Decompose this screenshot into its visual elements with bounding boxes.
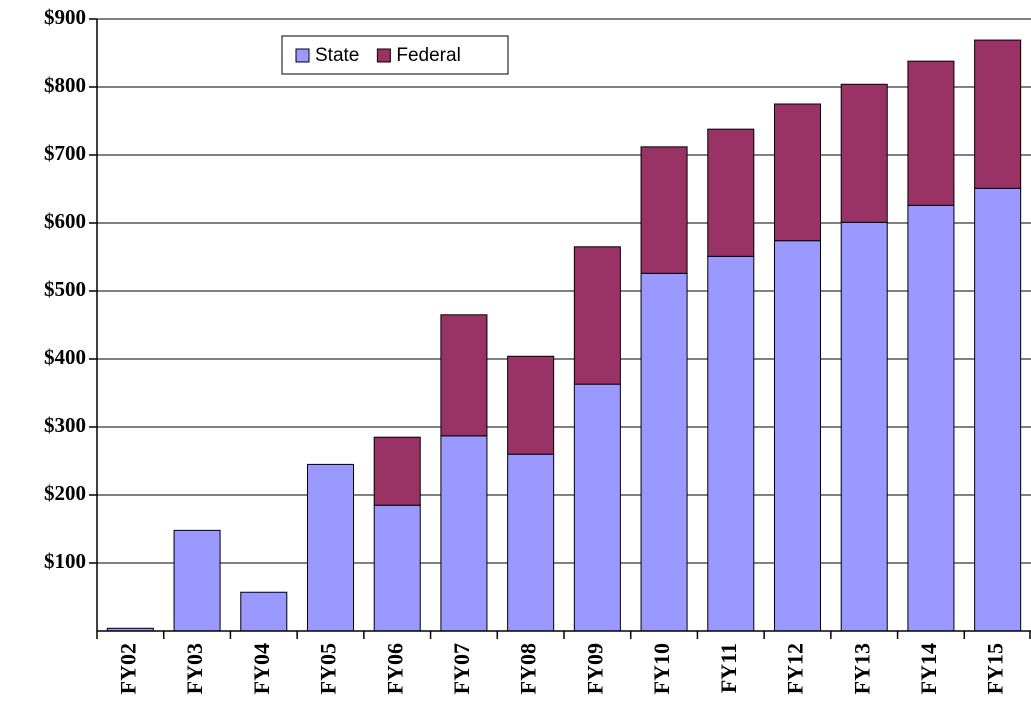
x-tick-label: FY05 bbox=[316, 643, 341, 694]
y-tick-label: $300 bbox=[44, 413, 86, 437]
y-tick-label: $200 bbox=[44, 481, 86, 505]
y-tick-label: $100 bbox=[44, 549, 86, 573]
bar-segment bbox=[974, 187, 1022, 632]
legend-label: State bbox=[315, 45, 359, 66]
bar-segment bbox=[707, 128, 755, 257]
x-tick-label: FY04 bbox=[249, 643, 274, 694]
bar-segment bbox=[640, 146, 688, 274]
bar-segment bbox=[773, 240, 822, 632]
bar-segment bbox=[507, 355, 555, 455]
x-tick-label: FY11 bbox=[716, 643, 741, 693]
bar-segment bbox=[707, 255, 755, 632]
x-tick-label: FY09 bbox=[582, 643, 607, 694]
x-tick-label: FY02 bbox=[115, 643, 140, 694]
x-tick-label: FY03 bbox=[182, 643, 207, 694]
bar-segment bbox=[373, 504, 421, 632]
x-tick-label: FY13 bbox=[849, 643, 874, 694]
legend: State Federal bbox=[281, 35, 509, 75]
x-tick-label: FY14 bbox=[916, 643, 941, 694]
bar-segment bbox=[974, 39, 1022, 189]
legend-swatch bbox=[376, 48, 391, 63]
x-tick-label: FY07 bbox=[449, 643, 474, 694]
bar-segment bbox=[573, 246, 621, 385]
y-tick-label: $900 bbox=[44, 5, 86, 29]
x-tick-label: FY12 bbox=[783, 643, 808, 694]
bar-segment bbox=[440, 435, 488, 632]
legend-box bbox=[281, 35, 509, 75]
bar-segment bbox=[907, 204, 955, 632]
x-tick-label: FY10 bbox=[649, 643, 674, 694]
x-tick-label: FY15 bbox=[983, 643, 1008, 694]
bar-segment bbox=[306, 463, 355, 632]
bar-segment bbox=[573, 383, 621, 632]
bar-segment bbox=[240, 591, 288, 632]
legend-label: Federal bbox=[396, 45, 460, 66]
y-tick-label: $700 bbox=[44, 141, 86, 165]
bar-segment bbox=[173, 529, 221, 632]
y-tick-label: $500 bbox=[44, 277, 86, 301]
bar-segment bbox=[507, 453, 555, 632]
y-tick-label: $600 bbox=[44, 209, 86, 233]
bar-segment bbox=[440, 314, 488, 437]
x-tick-label: FY08 bbox=[516, 643, 541, 694]
bar-segment bbox=[773, 103, 822, 242]
y-tick-label: $400 bbox=[44, 345, 86, 369]
bar-segment bbox=[840, 221, 888, 632]
x-tick-label: FY06 bbox=[382, 643, 407, 694]
bar-segment bbox=[840, 83, 888, 223]
y-tick-label: $800 bbox=[44, 73, 86, 97]
bar-segment bbox=[373, 436, 421, 506]
bar-segment bbox=[907, 60, 955, 206]
legend-swatch bbox=[295, 48, 310, 63]
bar-segment bbox=[640, 272, 688, 632]
